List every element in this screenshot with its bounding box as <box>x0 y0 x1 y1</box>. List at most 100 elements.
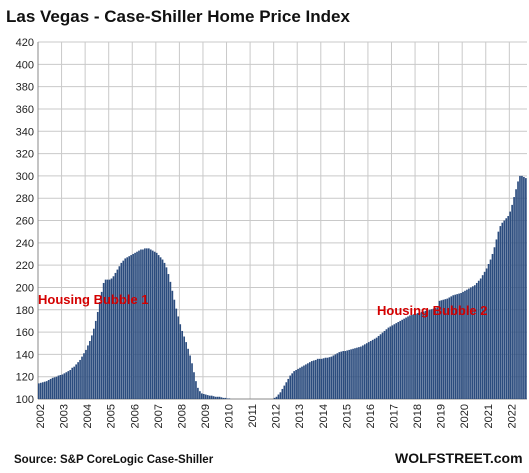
bar <box>391 325 394 399</box>
bar <box>348 349 350 399</box>
bar <box>328 357 331 399</box>
bar <box>519 175 521 400</box>
bar <box>322 358 325 399</box>
bar <box>59 375 62 399</box>
y-tick-label: 320 <box>16 149 34 161</box>
bar <box>389 326 392 399</box>
bar <box>98 301 101 399</box>
x-tick-label: 2007 <box>153 404 165 428</box>
bar <box>167 274 170 399</box>
bar <box>495 239 498 399</box>
bar <box>147 248 150 399</box>
bar <box>334 354 337 400</box>
bar <box>354 348 356 399</box>
x-tick-label: 2009 <box>200 404 212 428</box>
bar <box>381 332 384 399</box>
bar <box>473 285 476 399</box>
bar <box>371 339 374 399</box>
x-tick-label: 2012 <box>271 404 283 428</box>
bar <box>49 378 52 399</box>
bar <box>475 282 478 399</box>
bar <box>499 226 502 399</box>
y-tick-label: 240 <box>16 238 34 250</box>
bar <box>91 335 93 399</box>
y-tick-label: 220 <box>16 260 34 272</box>
bar <box>295 369 297 399</box>
bar <box>89 340 91 399</box>
y-tick-label: 120 <box>16 372 34 384</box>
bar <box>450 296 453 399</box>
bar <box>161 259 164 399</box>
bar <box>169 281 172 399</box>
bar <box>521 175 523 400</box>
x-tick-label: 2010 <box>224 404 236 428</box>
x-tick-label: 2003 <box>59 404 71 428</box>
bar <box>87 345 89 399</box>
bar <box>316 358 319 399</box>
bar <box>338 352 341 399</box>
bar <box>206 395 209 399</box>
bar <box>513 197 515 399</box>
bar <box>401 319 403 399</box>
bar <box>283 385 286 399</box>
bar <box>468 288 470 399</box>
x-tick-label: 2022 <box>506 404 518 428</box>
y-tick-label: 200 <box>16 282 34 294</box>
bar <box>134 252 136 399</box>
bar <box>38 383 40 399</box>
bar <box>279 392 282 399</box>
y-tick-label: 380 <box>16 82 34 94</box>
x-tick-label: 2020 <box>459 404 471 428</box>
bar <box>214 396 217 399</box>
bar <box>362 345 364 399</box>
bar <box>287 378 290 399</box>
bar <box>481 275 484 399</box>
bar <box>61 374 64 399</box>
bar <box>71 367 74 399</box>
x-tick-label: 2005 <box>106 404 118 428</box>
bar <box>344 351 347 399</box>
bar <box>69 369 72 399</box>
bar <box>204 394 207 399</box>
bar <box>106 279 109 399</box>
bar <box>116 269 119 399</box>
bar <box>297 368 299 399</box>
bar <box>393 324 396 399</box>
y-tick-label: 180 <box>16 305 34 317</box>
bar <box>440 300 443 399</box>
bar <box>356 347 358 399</box>
bar <box>403 318 405 399</box>
bar <box>452 295 455 399</box>
bar <box>409 315 411 399</box>
bar <box>483 271 486 399</box>
bar <box>47 380 50 399</box>
x-tick-label: 2004 <box>82 404 94 428</box>
bar <box>342 351 345 399</box>
x-tick-label: 2011 <box>247 404 259 428</box>
bar <box>299 367 301 399</box>
y-tick-label: 280 <box>16 193 34 205</box>
bar <box>479 278 482 399</box>
bar <box>442 299 445 399</box>
bar <box>159 257 162 399</box>
bar <box>358 347 360 399</box>
bar <box>505 218 508 399</box>
bar <box>436 307 439 399</box>
bar <box>138 250 140 399</box>
bar <box>208 395 211 399</box>
bar <box>45 381 48 399</box>
bar <box>183 336 185 399</box>
bar <box>426 310 429 399</box>
bar <box>55 376 58 399</box>
bar <box>73 366 76 399</box>
bar <box>501 222 504 399</box>
bar <box>365 343 368 399</box>
bar <box>456 294 458 399</box>
bar <box>289 375 292 399</box>
bar <box>293 371 295 399</box>
bar <box>364 344 366 399</box>
bar <box>377 335 380 399</box>
bar <box>212 396 215 399</box>
bar <box>79 359 81 399</box>
bar <box>281 388 284 399</box>
